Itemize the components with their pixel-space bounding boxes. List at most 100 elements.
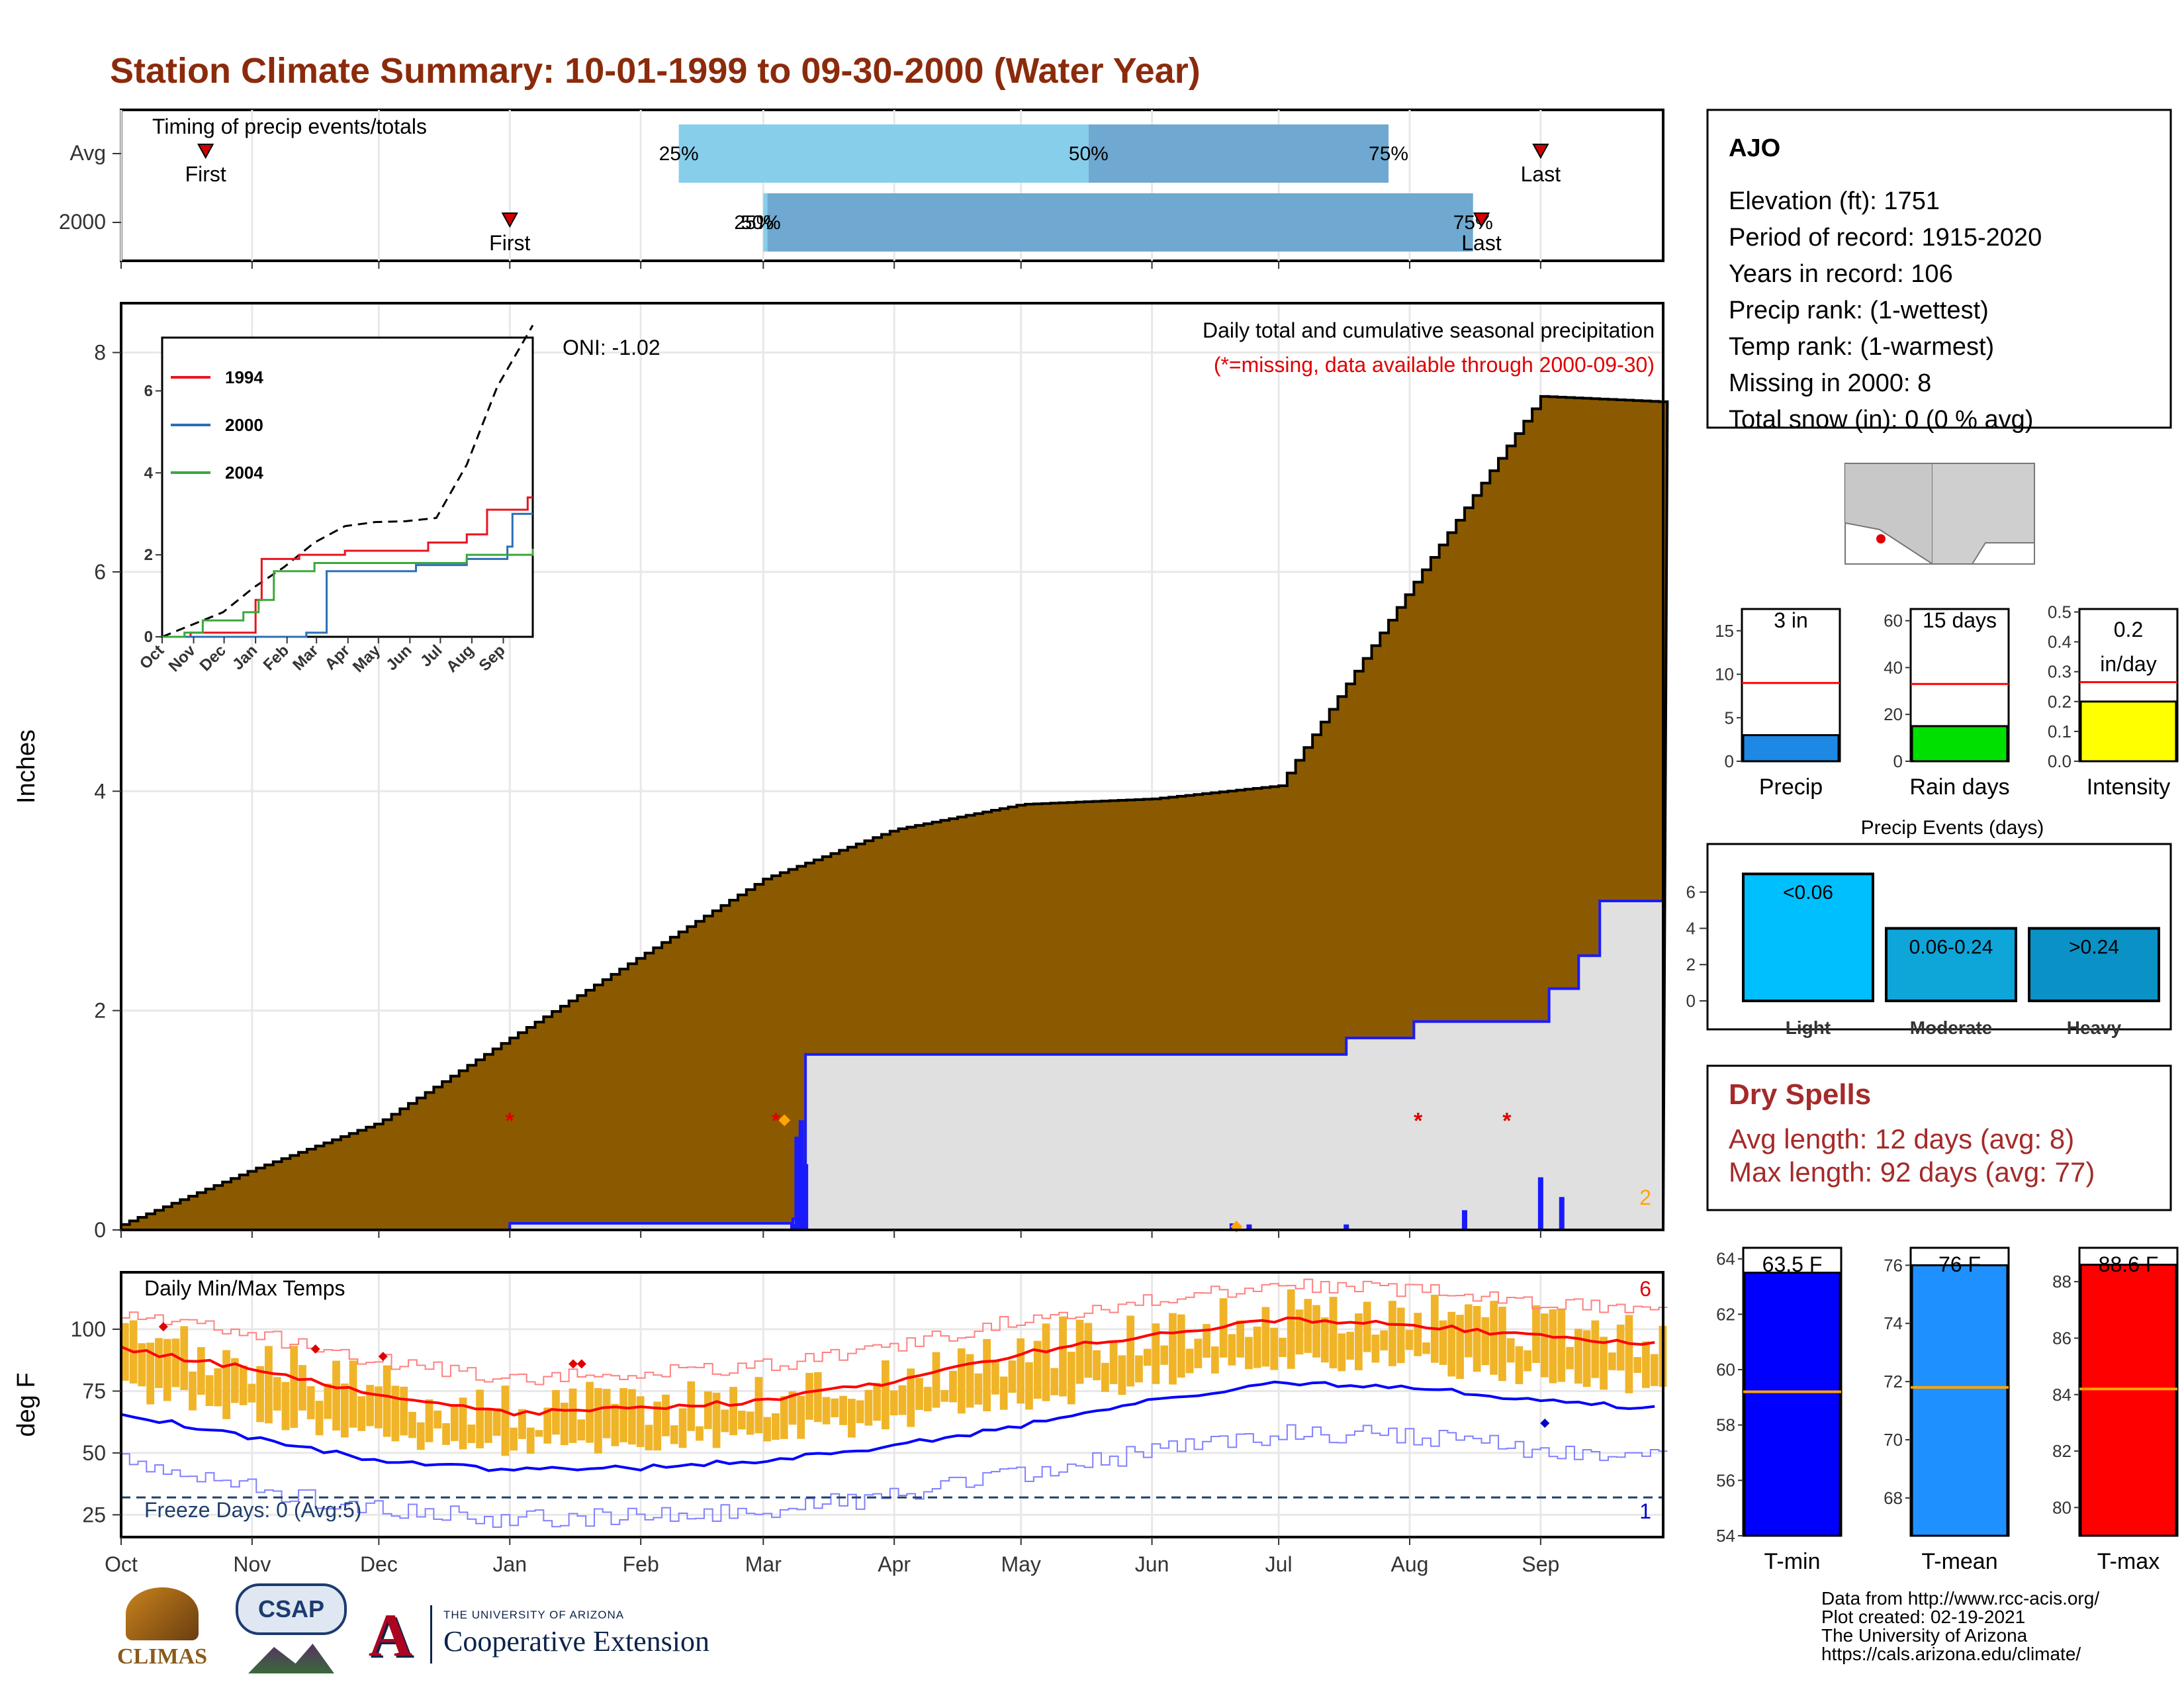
daily-temp-bar: [476, 1389, 484, 1448]
credit-line: The University of Arizona: [1821, 1625, 2028, 1646]
daily-temp-bar: [340, 1383, 349, 1438]
events-category-label: Heavy: [2067, 1017, 2122, 1038]
events-category-label: Light: [1786, 1017, 1831, 1038]
map-mexico: [1844, 522, 1935, 565]
mini-bar-value: 0.2: [2114, 618, 2143, 641]
daily-temp-bar: [1261, 1307, 1270, 1367]
daily-temp-bar: [298, 1365, 306, 1411]
daily-temp-bar: [1396, 1307, 1405, 1364]
daily-temp-bar: [324, 1383, 332, 1419]
daily-temp-bar: [205, 1375, 214, 1406]
precip-ytick-label: 0: [94, 1218, 106, 1242]
precip-ytick-label: 2: [94, 999, 106, 1023]
daily-temp-bar: [653, 1401, 662, 1451]
daily-temp-bar: [1371, 1335, 1380, 1363]
record-high-marker: [576, 1359, 586, 1369]
daily-temp-bar: [1320, 1317, 1329, 1363]
csap-logo-text: CSAP: [257, 1595, 325, 1622]
daily-temp-bar: [459, 1397, 467, 1450]
daily-temp-bar: [408, 1411, 416, 1438]
timing-last-label: Last: [1461, 231, 1502, 255]
daily-temp-bar: [1084, 1323, 1093, 1378]
daily-temp-bar: [1008, 1360, 1017, 1393]
mini-bar-ytick-label: 0.5: [2048, 602, 2071, 622]
mini-bar-ytick-label: 15: [1715, 621, 1734, 641]
temp-bar-ytick-label: 56: [1716, 1470, 1735, 1490]
timing-title: Timing of precip events/totals: [152, 115, 427, 138]
events-ytick-label: 2: [1686, 955, 1696, 974]
daily-temp-bar: [1650, 1354, 1659, 1386]
month-label: Oct: [105, 1552, 138, 1576]
daily-temp-bar: [957, 1348, 966, 1414]
daily-temp-bar: [492, 1408, 501, 1436]
daily-temp-bar: [230, 1358, 239, 1403]
daily-temp-bar: [1549, 1309, 1557, 1383]
mini-bar-ytick-label: 60: [1884, 611, 1903, 631]
mini-bar-fill: [1911, 725, 2009, 763]
month-label: Jan: [492, 1552, 527, 1576]
daily-temp-bar: [611, 1403, 619, 1446]
daily-temp-bar: [256, 1366, 265, 1423]
ua-a-icon: A: [368, 1601, 413, 1669]
daily-temp-bar: [636, 1396, 645, 1447]
precip-ylabel: Inches: [13, 729, 40, 804]
events-ytick-label: 6: [1686, 882, 1696, 902]
ua-text-block: THE UNIVERSITY OF ARIZONA Cooperative Ex…: [443, 1609, 709, 1658]
mini-bar-ytick-label: 0.3: [2048, 662, 2071, 682]
daily-temp-bar: [1355, 1313, 1363, 1370]
freeze-days-label: Freeze Days: 0 (Avg:5): [144, 1498, 361, 1522]
inset-legend-label: 1994: [225, 367, 263, 387]
timing-last-marker: [1532, 144, 1549, 160]
daily-temp-bar: [357, 1396, 366, 1431]
daily-temp-bar: [1210, 1346, 1219, 1374]
daily-temp-bar: [375, 1386, 383, 1429]
daily-temp-bar: [940, 1389, 949, 1402]
daily-temp-bar: [1625, 1315, 1633, 1393]
temp-bar-ytick-label: 54: [1716, 1526, 1735, 1546]
inset-avg-line: [161, 324, 534, 638]
mini-bar-label: Intensity: [2087, 774, 2171, 800]
timing-first-marker: [501, 212, 518, 228]
inset-ytick-label: 6: [144, 382, 153, 400]
daily-temp-bar: [1109, 1342, 1118, 1384]
month-label: Nov: [233, 1552, 271, 1576]
temp-bar-fill: [1911, 1264, 2009, 1537]
chart-title: Station Climate Summary: 10-01-1999 to 0…: [110, 51, 1201, 91]
daily-temp-bar: [442, 1423, 450, 1445]
temp-bar-label: T-mean: [1921, 1549, 1997, 1574]
daily-temp-bar: [273, 1377, 281, 1411]
daily-temp-bar: [1363, 1301, 1371, 1352]
daily-temp-bar: [1557, 1308, 1566, 1382]
timing-first-label: First: [185, 162, 226, 186]
timing-last-label: Last: [1521, 162, 1561, 186]
station-info-line: Precip rank: (1-wettest): [1729, 297, 1989, 324]
precip-ytick-label: 4: [94, 779, 106, 803]
daily-temp-bar: [1498, 1306, 1506, 1382]
daily-temp-bar: [1380, 1330, 1388, 1350]
daily-temp-bar: [265, 1346, 273, 1424]
daily-temp-bar: [678, 1408, 687, 1448]
temp-bar-ytick-label: 82: [2052, 1441, 2071, 1461]
daily-temp-bar: [180, 1326, 189, 1390]
daily-temp-bar: [1279, 1337, 1287, 1357]
inset-legend-label: 2004: [225, 463, 263, 483]
avg-max-line: [120, 1316, 1655, 1417]
daily-temp-bar: [484, 1409, 492, 1443]
daily-temp-bar: [1270, 1327, 1279, 1370]
daily-precip-bar: [798, 1120, 804, 1230]
daily-temp-bar: [1642, 1341, 1650, 1388]
daily-temp-bar: [991, 1361, 999, 1395]
daily-precip-bar: [1537, 1177, 1543, 1230]
timing-pct-label: 25%: [734, 212, 774, 234]
daily-temp-bar: [416, 1422, 425, 1450]
daily-temp-bar: [889, 1390, 898, 1416]
daily-temp-bar: [1582, 1330, 1591, 1387]
daily-temp-bar: [915, 1378, 923, 1410]
daily-temp-bar: [923, 1387, 932, 1411]
precip-heading: Daily total and cumulative seasonal prec…: [1203, 318, 1655, 342]
temp-bar-ytick-label: 62: [1716, 1304, 1735, 1324]
ua-big-text: Cooperative Extension: [443, 1625, 710, 1658]
daily-temp-bar: [1152, 1323, 1160, 1384]
dry-line: Avg length: 12 days (avg: 8): [1729, 1123, 2074, 1154]
daily-temp-bar: [754, 1377, 763, 1434]
